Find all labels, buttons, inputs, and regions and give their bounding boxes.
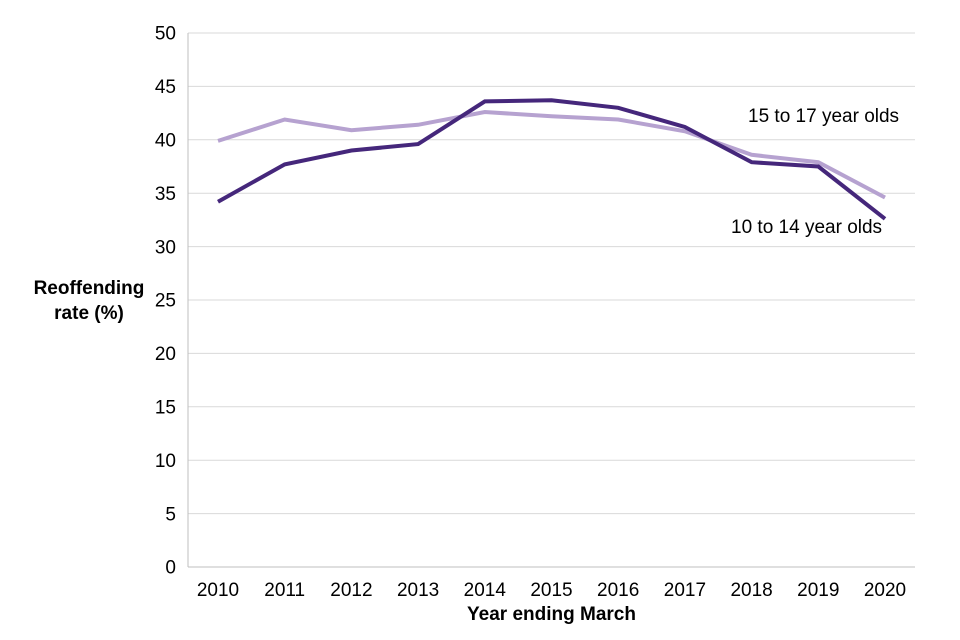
y-tick-label-15: 15 bbox=[155, 397, 176, 418]
y-axis-title: Reoffending rate (%) bbox=[33, 278, 145, 324]
series-label-15-to-17: 15 to 17 year olds bbox=[748, 106, 900, 127]
y-tick-label-40: 40 bbox=[155, 130, 176, 151]
x-tick-label-2016: 2016 bbox=[597, 580, 639, 601]
x-tick-label-2017: 2017 bbox=[664, 580, 706, 601]
x-tick-label-2019: 2019 bbox=[797, 580, 839, 601]
y-tick-label-30: 30 bbox=[155, 237, 176, 258]
series-line-15-to-17-year-olds bbox=[217, 109, 886, 200]
y-tick-label-0: 0 bbox=[165, 558, 176, 579]
y-tick-label-50: 50 bbox=[155, 24, 176, 45]
axis-lines bbox=[187, 33, 915, 568]
y-tick-label-35: 35 bbox=[155, 184, 176, 205]
x-tick-label-2015: 2015 bbox=[530, 580, 572, 601]
series-label-10-to-14: 10 to 14 year olds bbox=[731, 217, 883, 238]
y-tick-label-25: 25 bbox=[155, 291, 176, 312]
y-tick-label-10: 10 bbox=[155, 451, 176, 472]
y-tick-label-45: 45 bbox=[155, 77, 176, 98]
series-lines bbox=[217, 98, 887, 221]
series-line-10-to-14-year-olds bbox=[217, 98, 887, 221]
x-axis-tick-labels: 2010 2011 2012 2013 2014 2015 2016 2017 2018 2019… bbox=[197, 580, 906, 601]
x-tick-label-2010: 2010 bbox=[197, 580, 239, 601]
gridlines bbox=[188, 32, 915, 515]
x-tick-label-2011: 2011 bbox=[264, 580, 305, 601]
x-tick-label-2013: 2013 bbox=[397, 580, 439, 601]
x-tick-label-2020: 2020 bbox=[864, 580, 906, 601]
x-axis-title: Year ending March bbox=[467, 604, 636, 625]
y-axis-tick-labels: 0 5 10 15 20 25 30 35 40 45 50 bbox=[155, 24, 176, 579]
y-tick-label-20: 20 bbox=[155, 344, 176, 365]
x-tick-label-2012: 2012 bbox=[330, 580, 372, 601]
x-tick-label-2018: 2018 bbox=[730, 580, 772, 601]
y-tick-label-5: 5 bbox=[165, 504, 176, 525]
x-tick-label-2014: 2014 bbox=[464, 580, 507, 601]
